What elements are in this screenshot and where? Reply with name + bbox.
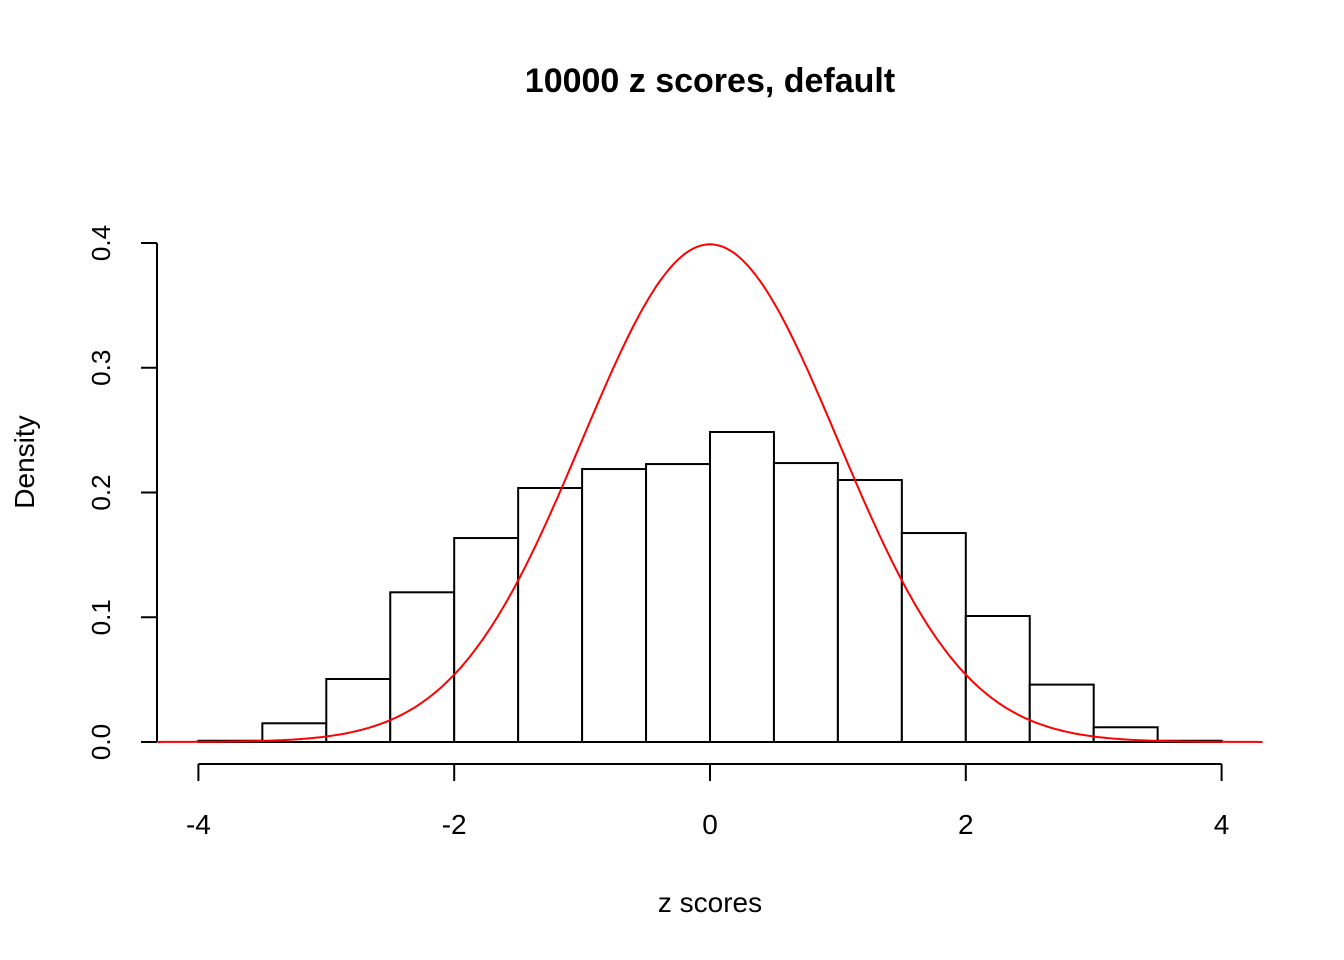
- histogram-bar: [836, 479, 903, 743]
- y-tick-label: 0.3: [86, 350, 116, 386]
- histogram-bar: [900, 532, 967, 744]
- histogram-bar: [1028, 683, 1095, 743]
- histogram-bar: [645, 463, 711, 743]
- y-tick-label: 0.0: [86, 724, 116, 760]
- y-tick-label: 0.1: [86, 599, 116, 635]
- x-tick-label: 0: [702, 809, 718, 840]
- histogram-bar: [709, 430, 775, 743]
- normal-density-curve: [157, 243, 1263, 743]
- histogram-bar: [517, 487, 584, 743]
- y-tick-label: 0.2: [86, 474, 116, 510]
- x-tick-label: 4: [1214, 809, 1230, 840]
- y-tick-label: 0.4: [86, 225, 116, 261]
- histogram-bar: [772, 462, 839, 743]
- histogram-bar: [325, 678, 392, 743]
- histogram-bar: [581, 468, 648, 743]
- histogram-bar: [964, 615, 1031, 743]
- x-tick-label: -4: [186, 809, 211, 840]
- x-tick-label: 2: [958, 809, 974, 840]
- y-axis-label: Density: [9, 415, 40, 508]
- histogram-bar: [453, 537, 520, 743]
- histogram-bar: [389, 591, 456, 743]
- x-axis-label: z scores: [658, 887, 762, 918]
- chart-title: 10000 z scores, default: [525, 62, 895, 100]
- x-tick-label: -2: [442, 809, 467, 840]
